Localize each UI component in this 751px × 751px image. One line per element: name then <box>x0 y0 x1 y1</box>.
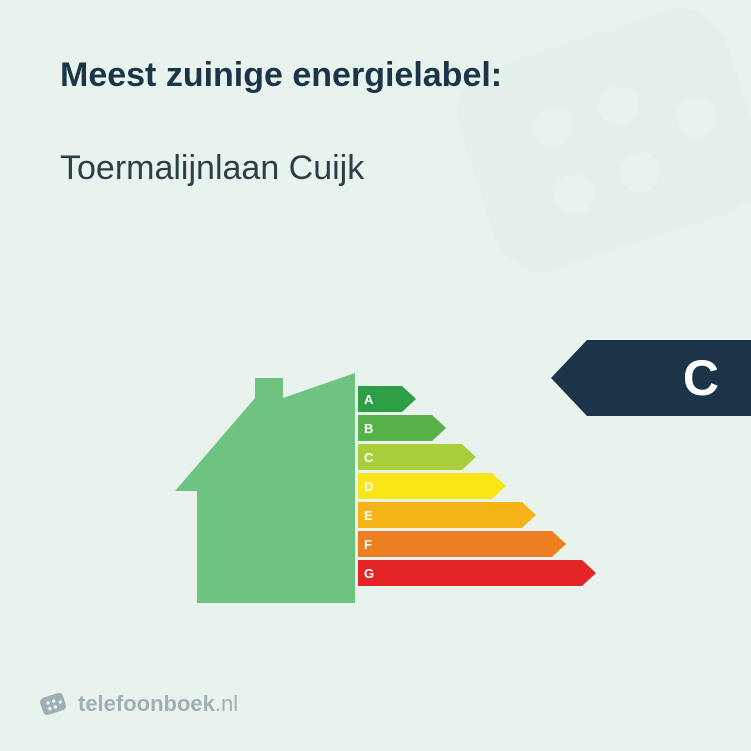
page-title: Meest zuinige energielabel: <box>60 56 691 95</box>
bar-label: G <box>364 566 374 581</box>
energy-diagram: ABCDEFG C <box>0 340 751 640</box>
energy-bar-e: E <box>358 502 536 528</box>
bar-label: B <box>364 421 373 436</box>
bar-label: A <box>364 392 373 407</box>
content: Meest zuinige energielabel: Toermalijnla… <box>0 0 751 188</box>
energy-bar-a: A <box>358 386 416 412</box>
rating-indicator: C <box>551 340 751 416</box>
energy-bar-b: B <box>358 415 446 441</box>
logo-icon <box>38 689 68 719</box>
bar-label: D <box>364 479 373 494</box>
energy-bar-f: F <box>358 531 566 557</box>
subtitle: Toermalijnlaan Cuijk <box>60 149 691 188</box>
bar-label: E <box>364 508 373 523</box>
energy-bar-d: D <box>358 473 506 499</box>
energy-bars: ABCDEFG <box>358 386 596 586</box>
footer: telefoonboek.nl <box>38 689 238 719</box>
footer-brand: telefoonboek.nl <box>78 691 238 717</box>
brand-thin: .nl <box>215 691 238 716</box>
rating-letter: C <box>683 349 719 407</box>
brand-bold: telefoonboek <box>78 691 215 716</box>
energy-bar-g: G <box>358 560 596 586</box>
bar-label: C <box>364 450 373 465</box>
bar-label: F <box>364 537 372 552</box>
energy-bar-c: C <box>358 444 476 470</box>
house-icon <box>175 373 355 603</box>
